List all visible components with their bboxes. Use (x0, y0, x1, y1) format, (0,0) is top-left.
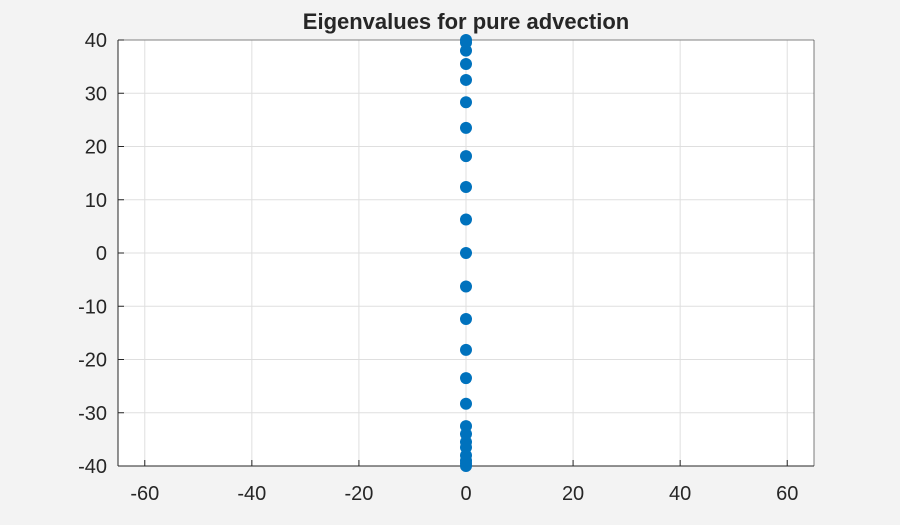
data-point (460, 150, 472, 163)
chart-title: Eigenvalues for pure advection (303, 9, 629, 34)
x-tick-label: 60 (776, 483, 798, 505)
data-point (460, 454, 472, 467)
data-point (460, 44, 472, 57)
data-point (460, 57, 472, 70)
y-tick-label: 30 (85, 83, 107, 105)
data-point (460, 428, 472, 441)
data-point (460, 73, 472, 86)
x-tick-label: 0 (460, 483, 471, 505)
data-point (460, 96, 472, 109)
x-tick-label: -40 (237, 483, 266, 505)
y-tick-label: 20 (85, 137, 107, 159)
data-point (460, 180, 472, 193)
y-tick-label: -20 (78, 350, 107, 372)
data-point (460, 213, 472, 226)
data-point (460, 280, 472, 293)
y-tick-label: -10 (78, 296, 107, 318)
y-tick-label: 10 (85, 190, 107, 212)
y-tick-label: 40 (85, 30, 107, 52)
data-point (460, 441, 472, 454)
tick-labels: -60 -40 -20 0 20 40 60 -40 -30 -20 -10 0 10 20 30 40 (78, 30, 798, 505)
data-point (460, 343, 472, 356)
data-point (460, 247, 472, 259)
y-tick-label: 0 (96, 243, 107, 265)
x-tick-label: 40 (669, 483, 691, 505)
data-point (460, 372, 472, 385)
y-tick-label: -40 (78, 456, 107, 478)
x-tick-label: 20 (562, 483, 584, 505)
x-tick-label: -20 (344, 483, 373, 505)
y-tick-label: -30 (78, 403, 107, 425)
x-tick-label: -60 (130, 483, 159, 505)
data-point (460, 313, 472, 326)
data-points (460, 34, 472, 472)
data-point (460, 121, 472, 134)
data-point (460, 397, 472, 410)
